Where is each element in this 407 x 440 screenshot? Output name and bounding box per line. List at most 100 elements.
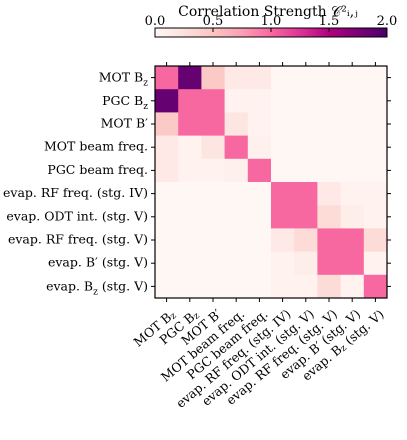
heatmap-cell xyxy=(155,66,179,90)
heatmap-cell xyxy=(271,182,295,206)
heatmap-cell xyxy=(201,135,225,160)
heatmap-cell xyxy=(224,182,249,206)
heatmap-cell xyxy=(271,228,295,252)
heatmap-cell xyxy=(224,89,249,113)
row-label: evap. RF freq. (stg. V) xyxy=(8,232,148,247)
heatmap-cell xyxy=(247,89,272,113)
heatmap-cell xyxy=(247,66,272,90)
colorbar-tick-label: 2.0 xyxy=(377,14,398,29)
heatmap-cell xyxy=(271,274,295,299)
heatmap-cell xyxy=(178,158,202,183)
colorbar-tick-label: 1.0 xyxy=(261,14,282,29)
heatmap-frame xyxy=(154,65,388,299)
heatmap-cell xyxy=(271,135,295,160)
heatmap-cell xyxy=(340,66,365,90)
heatmap-cell xyxy=(363,66,388,90)
heatmap-cell xyxy=(155,251,179,276)
heatmap-cell xyxy=(317,251,341,276)
heatmap-cell xyxy=(178,274,202,299)
heatmap-cell xyxy=(224,228,249,252)
heatmap-cell xyxy=(201,274,225,299)
heatmap-cell xyxy=(363,112,388,136)
heatmap-cell xyxy=(155,89,179,113)
row-label: evap. Bz (stg. V) xyxy=(46,278,148,297)
heatmap-cell xyxy=(224,205,249,229)
colorbar-title: Correlation Strength 𝒞²ᵢ,ⱼ xyxy=(178,4,358,20)
heatmap-cell xyxy=(155,135,179,160)
heatmap-cell xyxy=(155,205,179,229)
heatmap-cell xyxy=(155,274,179,299)
heatmap-cell xyxy=(317,112,341,136)
row-label: MOT B′ xyxy=(101,116,149,131)
row-label: PGC Bz xyxy=(102,92,148,111)
heatmap-cell xyxy=(224,112,249,136)
heatmap-cell xyxy=(294,251,318,276)
heatmap-cell xyxy=(201,251,225,276)
heatmap-cell xyxy=(340,112,365,136)
heatmap-cell xyxy=(178,205,202,229)
heatmap-cell xyxy=(155,182,179,206)
heatmap-cell xyxy=(224,158,249,183)
row-label: MOT beam freq. xyxy=(44,139,148,154)
heatmap-cell xyxy=(178,112,202,136)
heatmap-cell xyxy=(247,135,272,160)
heatmap-cell xyxy=(155,228,179,252)
heatmap-cell xyxy=(294,66,318,90)
heatmap-cell xyxy=(201,66,225,90)
heatmap-cell xyxy=(294,89,318,113)
heatmap-cell xyxy=(340,158,365,183)
heatmap-cell xyxy=(294,205,318,229)
row-label: MOT Bz xyxy=(99,69,149,88)
heatmap-cell xyxy=(317,205,341,229)
heatmap-cell xyxy=(271,205,295,229)
heatmap-cell xyxy=(317,158,341,183)
heatmap-cell xyxy=(201,158,225,183)
heatmap-cell xyxy=(363,205,388,229)
heatmap-cell xyxy=(224,135,249,160)
heatmap-cell xyxy=(247,182,272,206)
heatmap-cell xyxy=(201,112,225,136)
heatmap-cell xyxy=(294,182,318,206)
heatmap-cell xyxy=(317,228,341,252)
heatmap-cell xyxy=(294,274,318,299)
heatmap-cell xyxy=(317,89,341,113)
row-label: evap. ODT int. (stg. V) xyxy=(6,208,148,223)
heatmap-cell xyxy=(271,158,295,183)
heatmap-cell xyxy=(247,112,272,136)
heatmap-cell xyxy=(317,182,341,206)
heatmap-cell xyxy=(340,251,365,276)
heatmap-cell xyxy=(294,135,318,160)
heatmap-cell xyxy=(317,66,341,90)
heatmap-cell xyxy=(224,274,249,299)
heatmap-cell xyxy=(340,89,365,113)
heatmap-cell xyxy=(201,228,225,252)
heatmap-cell xyxy=(178,135,202,160)
heatmap-cell xyxy=(178,89,202,113)
heatmap-cell xyxy=(317,274,341,299)
colorbar-tick-label: 0.5 xyxy=(203,14,224,29)
heatmap-cell xyxy=(271,66,295,90)
colorbar-tick-label: 1.5 xyxy=(319,14,340,29)
heatmap-cell xyxy=(363,228,388,252)
heatmap-cell xyxy=(178,228,202,252)
heatmap-cell xyxy=(247,158,272,183)
row-label: PGC beam freq. xyxy=(47,162,148,177)
heatmap-cell xyxy=(247,274,272,299)
heatmap-cell xyxy=(317,135,341,160)
heatmap-cell xyxy=(178,251,202,276)
heatmap-cell xyxy=(224,66,249,90)
heatmap-cell xyxy=(201,89,225,113)
heatmap-cell xyxy=(363,251,388,276)
heatmap-cell xyxy=(201,182,225,206)
heatmap-cell xyxy=(340,182,365,206)
heatmap-cell xyxy=(178,182,202,206)
heatmap-cell xyxy=(247,251,272,276)
row-label: evap. B′ (stg. V) xyxy=(48,255,148,270)
heatmap-cell xyxy=(271,89,295,113)
heatmap-cell xyxy=(340,205,365,229)
heatmap-cell xyxy=(294,158,318,183)
heatmap-cell xyxy=(340,228,365,252)
heatmap-cell xyxy=(363,158,388,183)
heatmap-cell xyxy=(155,112,179,136)
